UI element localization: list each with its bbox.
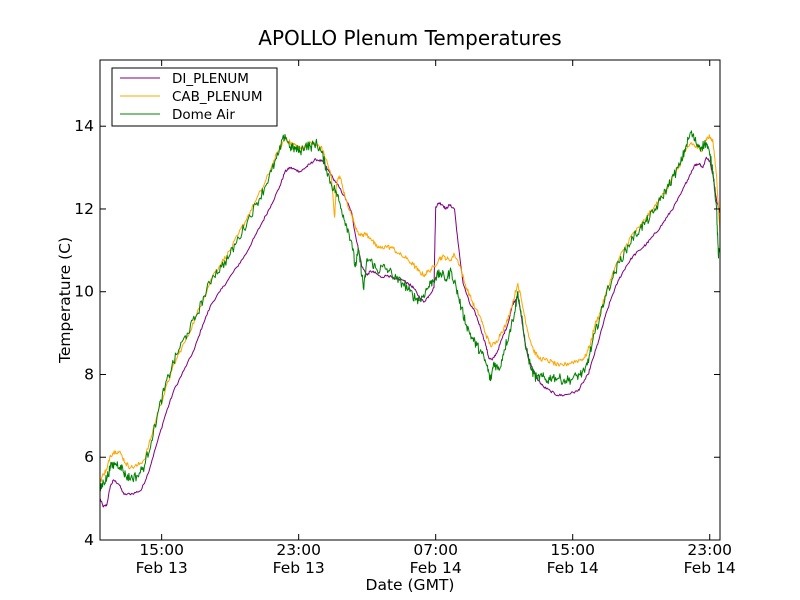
- x-tick-label-time: 23:00: [276, 541, 321, 559]
- legend-box: [111, 67, 278, 127]
- legend-label: CAB_PLENUM: [172, 89, 263, 105]
- x-axis-label: Date (GMT): [366, 576, 455, 594]
- x-tick-label-time: 07:00: [413, 541, 458, 559]
- legend-label: Dome Air: [172, 107, 235, 123]
- x-tick-label-time: 15:00: [139, 541, 184, 559]
- x-tick-label-date: Feb 14: [547, 559, 599, 577]
- x-tick-label-time: 15:00: [550, 541, 595, 559]
- x-tick-label-date: Feb 13: [273, 559, 325, 577]
- legend-label: DI_PLENUM: [172, 71, 249, 87]
- series-line-1: [99, 134, 721, 483]
- y-tick-label: 10: [74, 283, 94, 301]
- series-line-2: [99, 130, 721, 492]
- y-tick-label: 6: [84, 448, 94, 466]
- x-tick-label-date: Feb 14: [410, 559, 462, 577]
- legend: DI_PLENUM CAB_PLENUM Dome Air: [111, 67, 278, 127]
- y-axis-label: Temperature (C): [56, 237, 74, 364]
- y-tick-label: 14: [74, 117, 94, 135]
- series-line-0: [99, 156, 721, 508]
- x-tick-label-date: Feb 14: [684, 559, 736, 577]
- y-tick-label: 4: [84, 531, 94, 549]
- chart-title: APOLLO Plenum Temperatures: [258, 26, 561, 50]
- y-tick-label: 12: [74, 200, 94, 218]
- x-tick-label-time: 23:00: [687, 541, 732, 559]
- plot-area-frame: [99, 59, 721, 541]
- x-tick-label-date: Feb 13: [136, 559, 188, 577]
- y-tick-label: 8: [84, 365, 94, 383]
- series-layer: [99, 130, 721, 508]
- y-axis: 4 6 8 10 12 14: [74, 117, 720, 549]
